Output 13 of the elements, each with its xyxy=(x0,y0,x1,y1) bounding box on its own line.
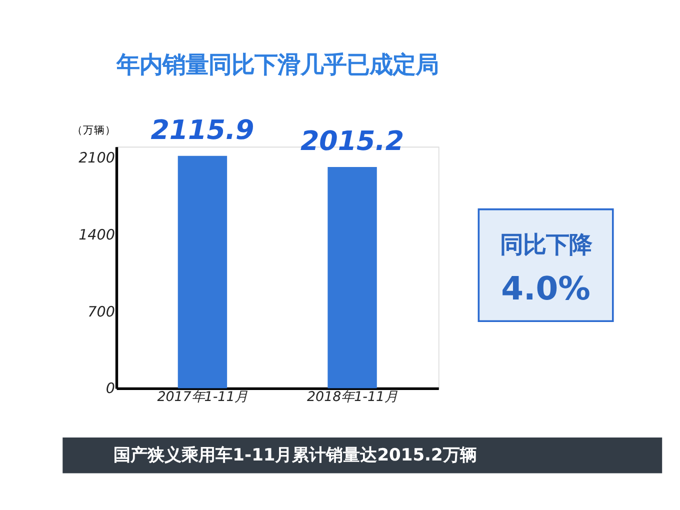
data-label: 2015.2 xyxy=(300,126,404,157)
y-tick-label: 700 xyxy=(88,304,115,320)
y-tick-label: 2100 xyxy=(78,150,115,167)
y-tick-label: 0 xyxy=(106,381,115,398)
text: 4.0% xyxy=(501,270,590,308)
x-tick-label: 2017年1-11月 xyxy=(157,390,248,406)
text: 同比下降 xyxy=(500,231,593,258)
chart-title: 年内销量同比下滑几乎已成定局 xyxy=(115,52,438,79)
y-axis-title: （万辆） xyxy=(72,124,116,137)
x-tick-label: 2018年1-11月 xyxy=(307,390,398,406)
data-label: 2115.9 xyxy=(150,114,254,146)
y-tick-label: 1400 xyxy=(78,227,115,244)
text: 国产狭义乘用车1-11月累计销量达2015.2万辆 xyxy=(114,446,477,466)
